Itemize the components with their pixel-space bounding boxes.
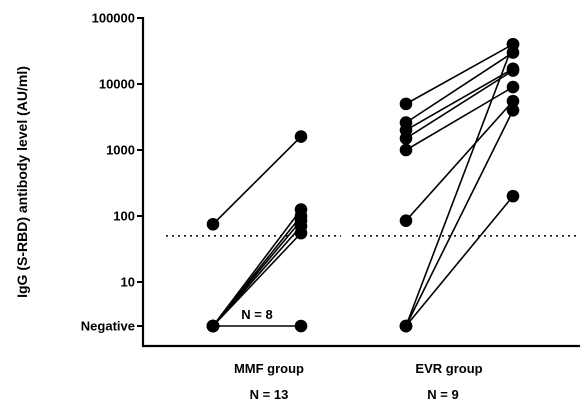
point-after-1-7: [506, 37, 520, 51]
group-annotation-0: N = 8: [241, 307, 272, 322]
group-n-label-1: N = 9: [427, 387, 458, 402]
group-label-1: EVR group: [415, 361, 482, 376]
y-axis-title: IgG (S-RBD) antibody level (AU/ml): [14, 66, 30, 298]
pair-line-1-2: [405, 68, 514, 131]
pair-line-1-5: [405, 100, 514, 222]
point-before-0-0: [206, 217, 220, 231]
group-n-label-0: N = 13: [250, 387, 289, 402]
point-after-1-6: [506, 103, 520, 117]
y-tick-label-0: Negative: [81, 319, 135, 334]
point-before-0-6: [206, 319, 220, 333]
pair-line-1-8: [405, 195, 514, 327]
pair-line-1-6: [405, 109, 514, 327]
point-before-1-8: [399, 319, 413, 333]
point-after-0-5: [294, 226, 308, 240]
pair-line-1-0: [405, 43, 514, 105]
y-tick-label-5: 100000: [92, 11, 135, 26]
point-before-1-3: [399, 132, 413, 145]
y-tick-label-2: 100: [113, 209, 135, 224]
point-before-1-4: [399, 143, 413, 157]
group-label-0: MMF group: [234, 361, 304, 376]
pair-line-0-5: [212, 232, 302, 327]
point-before-1-5: [399, 214, 413, 227]
pair-line-1-4: [405, 86, 514, 151]
pair-line-1-7: [405, 43, 514, 327]
pair-line-0-0: [212, 135, 302, 225]
point-after-1-4: [506, 80, 520, 94]
point-after-0-6: [294, 319, 308, 333]
y-tick-label-4: 10000: [99, 77, 135, 92]
y-tick-label-1: 10: [121, 275, 135, 290]
point-after-0-0: [294, 130, 308, 143]
point-before-1-0: [399, 97, 413, 111]
point-after-1-8: [506, 189, 520, 203]
y-tick-label-3: 1000: [106, 143, 135, 158]
pair-line-1-1: [405, 51, 514, 124]
point-after-1-3: [506, 64, 520, 77]
pair-line-1-3: [405, 69, 514, 140]
point-after-1-5: [506, 94, 520, 108]
